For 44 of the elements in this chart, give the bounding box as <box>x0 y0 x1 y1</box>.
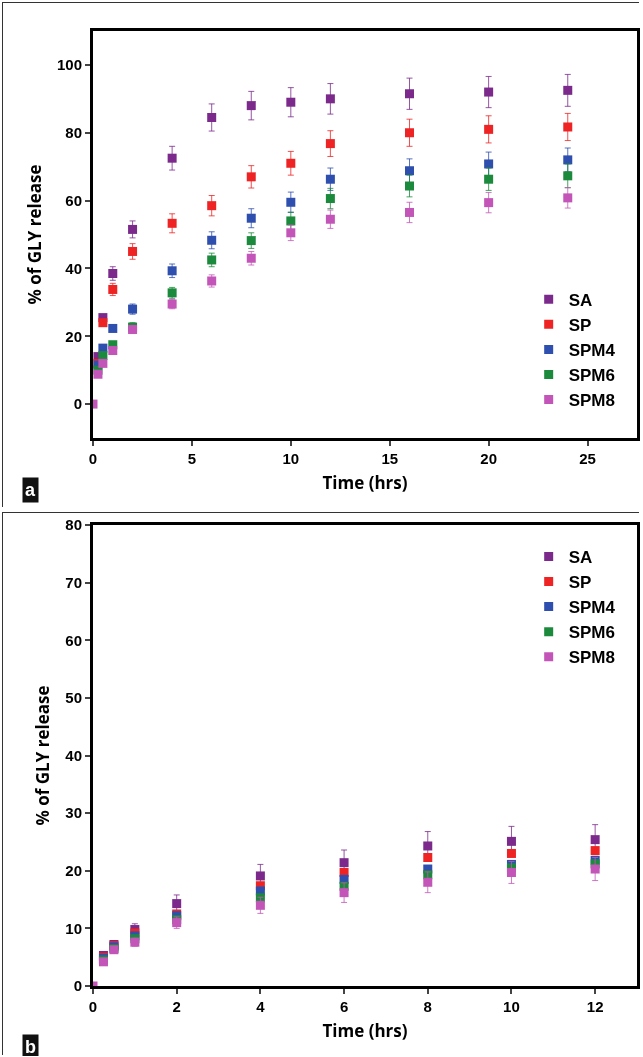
legend-label: SPM4 <box>568 598 616 618</box>
y-tick-label: 40 <box>65 259 82 277</box>
y-tick-label: 60 <box>65 191 82 209</box>
y-tick-label: 30 <box>65 804 82 822</box>
x-tick-label: 10 <box>503 998 520 1015</box>
legend-label: SPM6 <box>568 623 615 643</box>
x-tick-label: 2 <box>172 998 181 1015</box>
x-tick-label: 0 <box>88 450 98 467</box>
y-tick-label: 50 <box>65 689 82 707</box>
x-tick-label: 0 <box>88 998 98 1015</box>
legend-label: SPM8 <box>568 391 615 411</box>
x-tick-label: 10 <box>282 450 300 467</box>
legend-label: SA <box>568 290 593 310</box>
x-tick-label: 12 <box>586 998 604 1015</box>
x-tick-label: 15 <box>381 450 399 467</box>
y-tick-label: 0 <box>73 395 82 413</box>
x-axis-title: Time (hrs) <box>322 1019 408 1043</box>
legend-label: SA <box>568 548 593 568</box>
y-tick-label: 20 <box>65 862 82 879</box>
y-tick-label: 100 <box>56 56 82 74</box>
y-tick-label: 60 <box>65 631 82 649</box>
y-axis-title: % of GLY release <box>30 685 54 826</box>
y-tick-label: 10 <box>65 919 82 937</box>
text: a <box>25 480 36 500</box>
legend-label: SP <box>568 573 592 593</box>
x-tick-label: 25 <box>579 450 596 467</box>
x-tick-label: 6 <box>339 998 349 1015</box>
y-tick-label: 20 <box>65 327 82 345</box>
y-tick-label: 70 <box>65 573 82 591</box>
x-tick-label: 4 <box>256 998 266 1015</box>
y-tick-label: 40 <box>65 746 82 764</box>
legend-label: SP <box>568 315 592 335</box>
y-axis-title: % of GLY release <box>22 164 46 305</box>
x-tick-label: 8 <box>423 998 432 1015</box>
x-tick-label: 20 <box>480 450 497 467</box>
legend-label: SPM6 <box>568 366 615 386</box>
x-axis-title: Time (hrs) <box>322 471 408 495</box>
legend-label: SPM8 <box>568 648 615 668</box>
x-tick-label: 5 <box>187 450 197 467</box>
legend-label: SPM4 <box>568 341 616 361</box>
y-tick-label: 0 <box>73 977 82 995</box>
y-tick-label: 80 <box>65 516 82 534</box>
y-tick-label: 80 <box>65 124 82 141</box>
text: b <box>25 1037 36 1057</box>
